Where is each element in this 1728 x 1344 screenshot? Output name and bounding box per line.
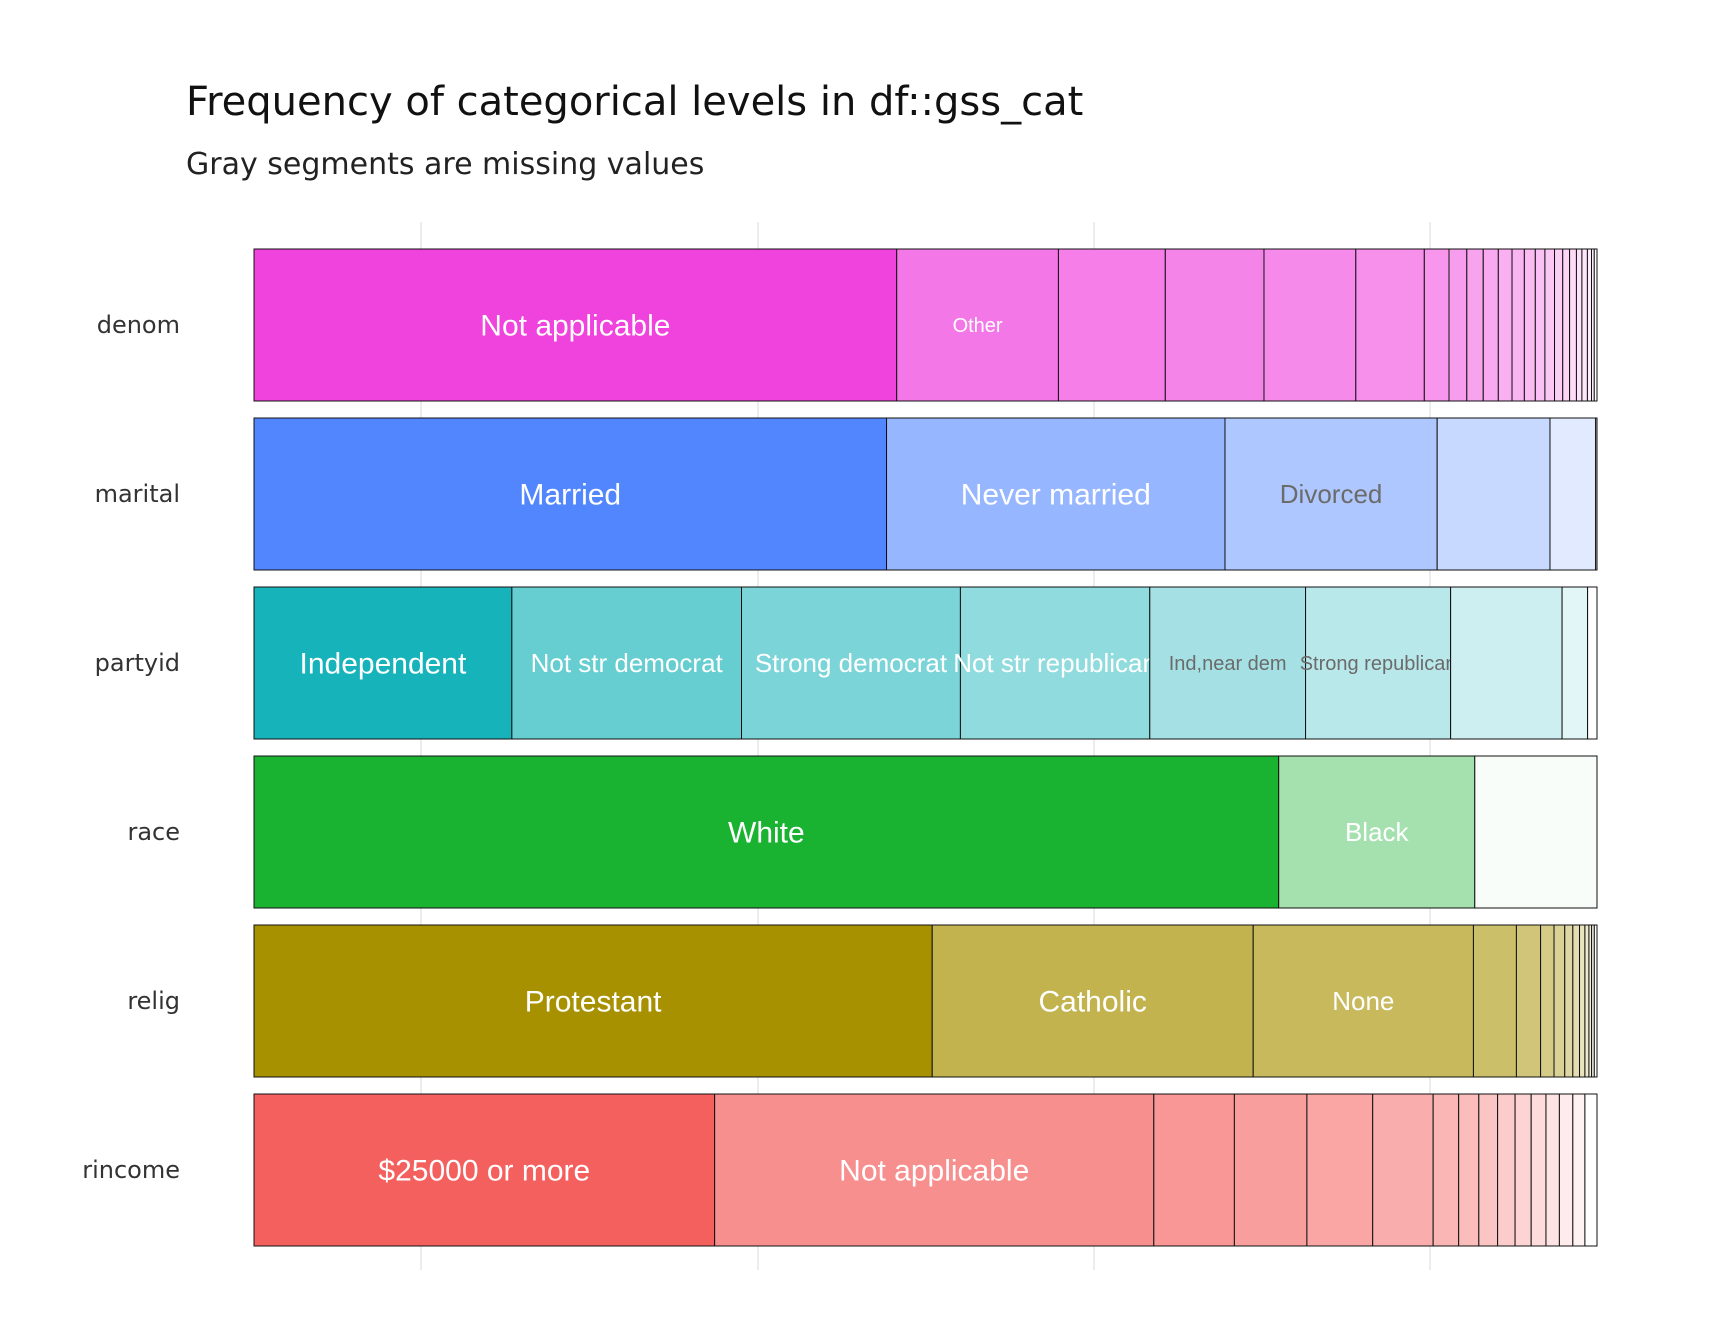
segment-label: $25000 or more	[378, 1155, 590, 1188]
bar-segment	[1165, 249, 1264, 401]
bar-segment	[1570, 249, 1577, 401]
bar-segment	[1573, 1094, 1585, 1246]
bar-segment	[1449, 249, 1467, 401]
bar-segment	[1515, 1094, 1531, 1246]
segment-label: Never married	[961, 479, 1151, 512]
bar-row-marital: marital Married Never married Divorced	[95, 418, 1597, 570]
bar-segment	[1433, 1094, 1459, 1246]
bar-rows: denom Not applicable Other marital Married Ne…	[82, 249, 1597, 1246]
bar-row-denom: denom Not applicable Other	[97, 249, 1597, 401]
bar-segment	[1585, 1094, 1597, 1246]
bar-segment	[1473, 925, 1516, 1077]
segment-label: Divorced	[1280, 479, 1383, 509]
segment-label: Strong republican	[1300, 653, 1457, 675]
bar-row-race: race White Black	[127, 756, 1597, 908]
chart-subtitle: Gray segments are missing values	[186, 147, 704, 182]
bar-segment	[1535, 249, 1545, 401]
bar-segment	[1234, 1094, 1307, 1246]
bar-segment	[1479, 1094, 1498, 1246]
segment-label: Not str republican	[953, 648, 1157, 678]
bar-segment	[1559, 1094, 1572, 1246]
bar-row-partyid: partyid Independent Not str democrat Strong…	[95, 587, 1597, 739]
bar-segment	[1596, 418, 1597, 570]
bar-segment	[1459, 1094, 1479, 1246]
segment-label: Married	[519, 479, 621, 512]
bar-segment	[1573, 925, 1580, 1077]
bar-row-rincome: rincome $25000 or more Not applicable	[82, 1094, 1597, 1246]
segment-label: Other	[953, 315, 1003, 337]
segment-label: Independent	[300, 648, 467, 681]
segment-label: Strong democrat	[755, 648, 948, 678]
bar-segment	[1565, 925, 1573, 1077]
segment-label: Ind,near dem	[1169, 653, 1287, 675]
y-tick-label: denom	[97, 311, 180, 339]
bar-segment	[1307, 1094, 1373, 1246]
bar-segment	[1373, 1094, 1433, 1246]
bar-segment	[1424, 249, 1449, 401]
bar-segment	[1467, 249, 1483, 401]
y-tick-label: marital	[95, 480, 180, 508]
bar-segment	[1554, 925, 1565, 1077]
bar-segment	[1451, 587, 1562, 739]
bar-segment	[1498, 1094, 1515, 1246]
y-tick-label: race	[127, 818, 180, 846]
segment-label: Not str democrat	[531, 648, 724, 678]
y-tick-label: partyid	[95, 649, 180, 677]
segment-label: Protestant	[525, 986, 662, 1019]
segment-label: None	[1332, 986, 1394, 1016]
bar-segment	[1580, 925, 1585, 1077]
chart-title: Frequency of categorical levels in df::g…	[186, 79, 1083, 125]
segment-label: Not applicable	[839, 1155, 1029, 1188]
bar-segment	[1154, 1094, 1235, 1246]
bar-segment	[1483, 249, 1498, 401]
bar-segment	[1594, 925, 1597, 1077]
bar-row-relig: relig Protestant Catholic None	[127, 925, 1597, 1077]
bar-segment	[1437, 418, 1550, 570]
bar-segment	[1516, 925, 1540, 1077]
bar-segment	[1555, 249, 1563, 401]
bar-segment	[1563, 249, 1570, 401]
bar-segment	[1550, 418, 1596, 570]
bar-segment	[1541, 925, 1554, 1077]
bar-segment	[1582, 249, 1587, 401]
bar-segment	[1576, 249, 1581, 401]
bar-segment	[1562, 587, 1588, 739]
bar-segment	[1587, 249, 1591, 401]
segment-label: Not applicable	[480, 310, 670, 343]
bar-segment	[1594, 249, 1597, 401]
bar-segment	[1498, 249, 1512, 401]
bar-segment	[1058, 249, 1165, 401]
bar-segment	[1588, 587, 1597, 739]
bar-segment	[1512, 249, 1524, 401]
bar-segment	[1545, 249, 1555, 401]
bar-segment	[1546, 1094, 1559, 1246]
segment-label: Black	[1345, 817, 1410, 847]
bar-segment	[1475, 756, 1597, 908]
bar-segment	[1524, 249, 1535, 401]
y-tick-label: rincome	[82, 1156, 180, 1184]
y-tick-label: relig	[127, 987, 180, 1015]
bar-segment	[1531, 1094, 1546, 1246]
bar-segment	[1585, 925, 1589, 1077]
segment-label: Catholic	[1039, 986, 1147, 1019]
bar-segment	[1356, 249, 1425, 401]
segment-label: White	[728, 817, 805, 850]
bar-segment	[1264, 249, 1356, 401]
